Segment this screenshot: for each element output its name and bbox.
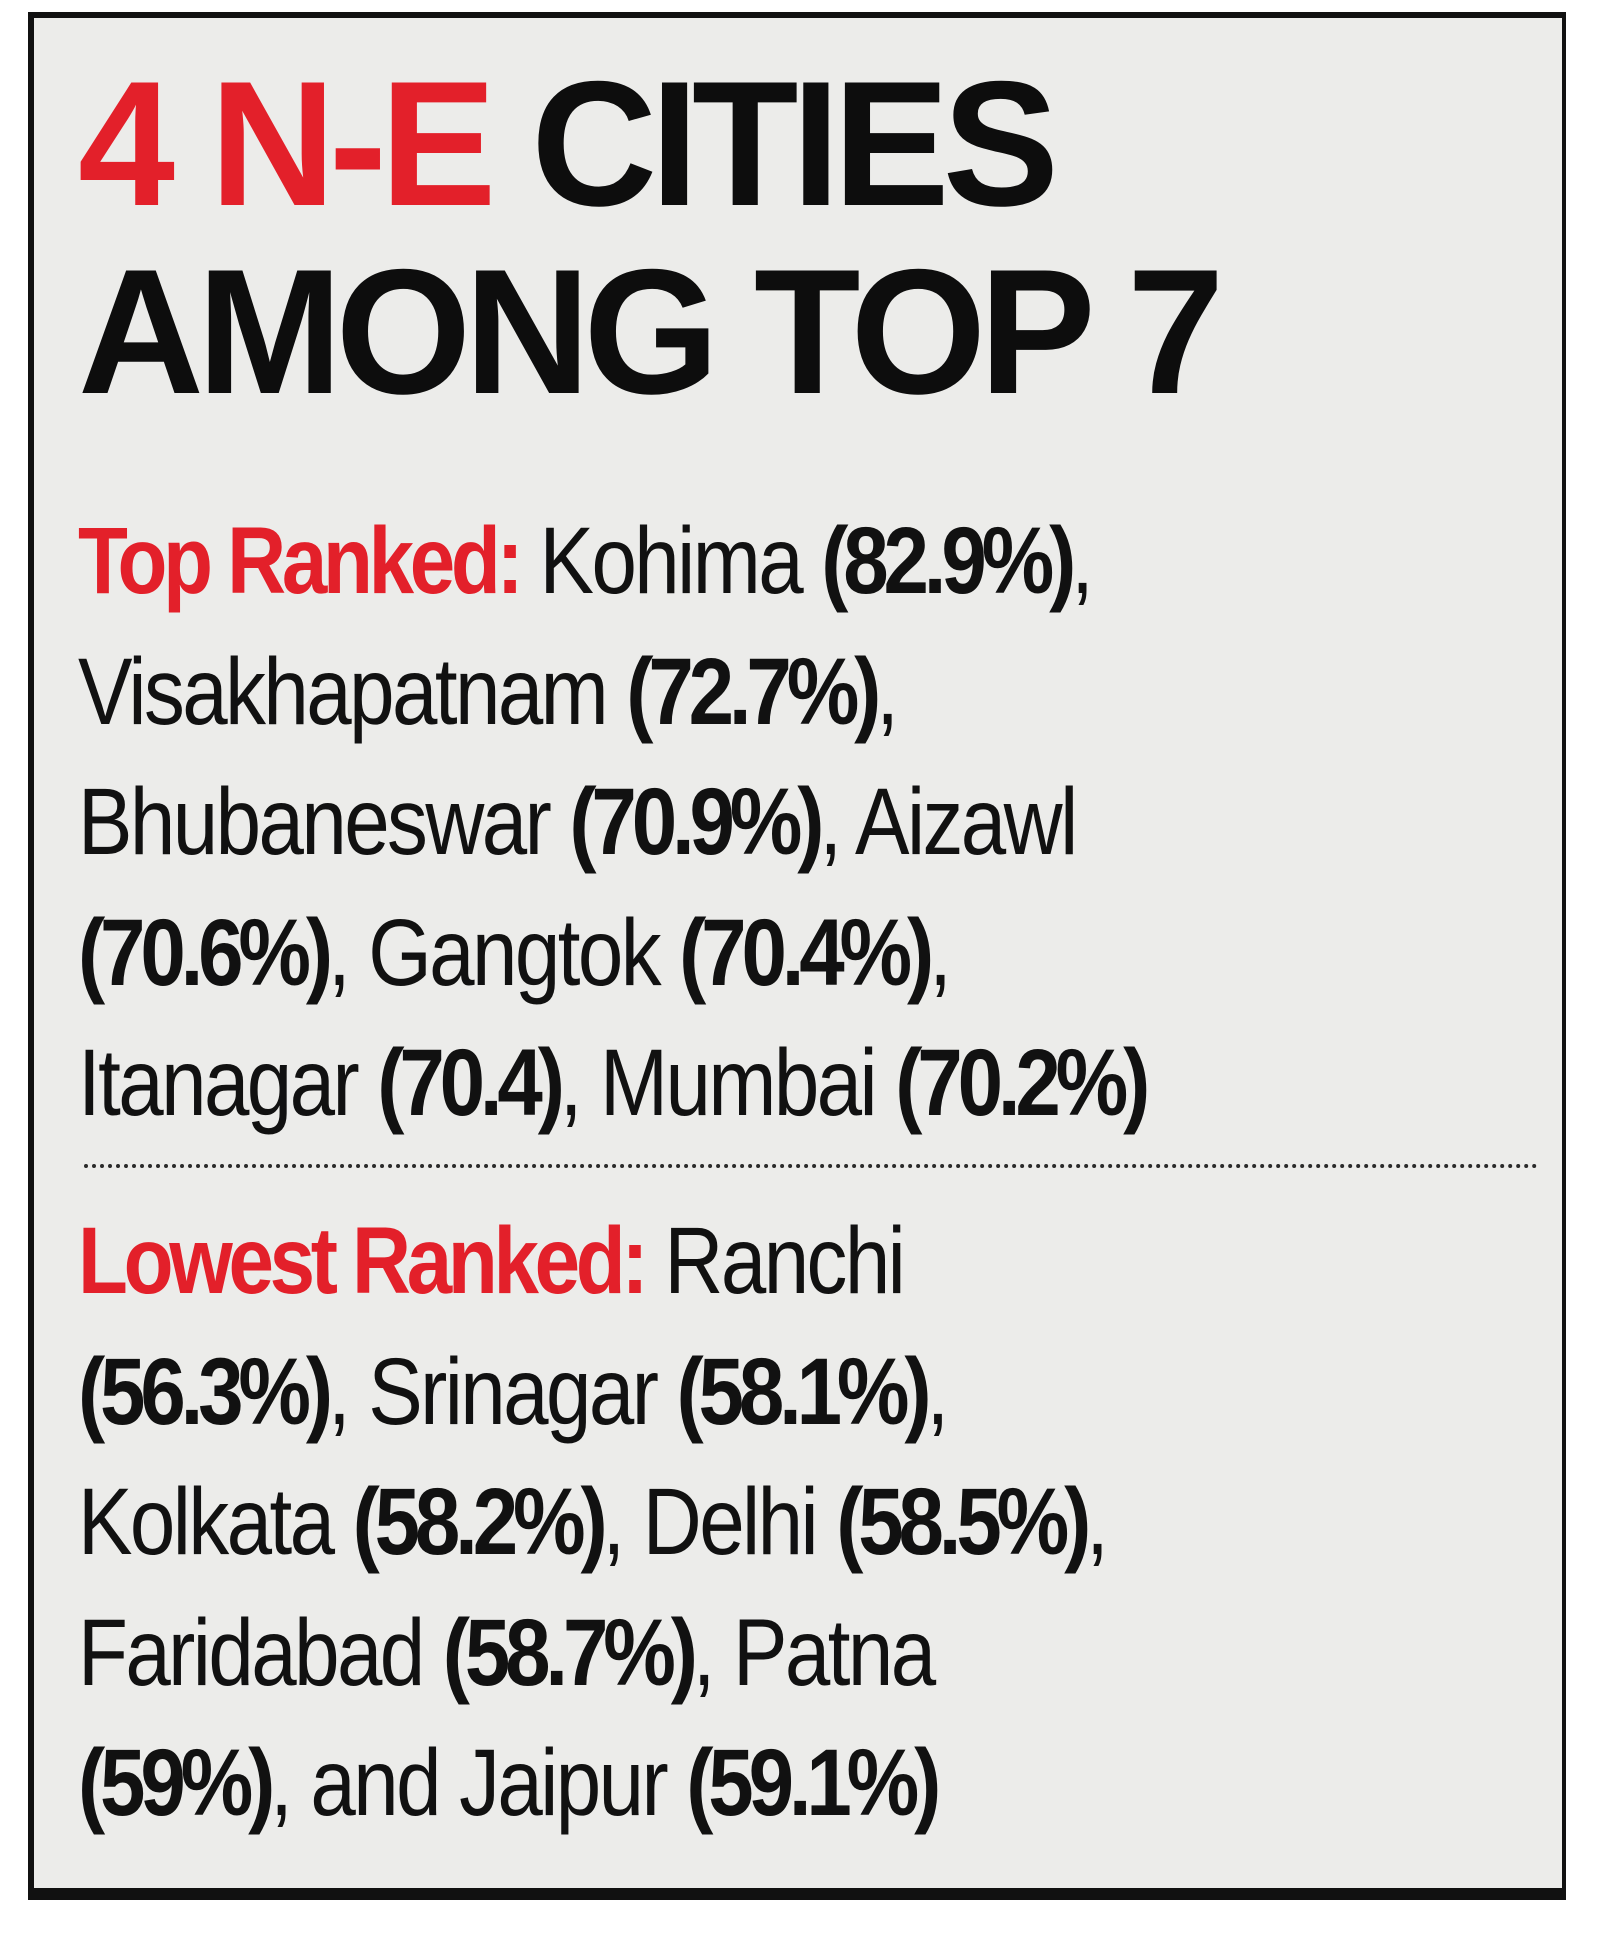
headline-line-1: 4 N-E CITIES xyxy=(78,44,1059,243)
city-name: and Jaipur xyxy=(310,1730,668,1836)
text-line: Bhubaneswar (70.9%), Aizawl xyxy=(78,769,1078,875)
city-score: (58.2%) xyxy=(352,1469,608,1575)
city-score: (70.4%) xyxy=(679,899,934,1006)
text-line: (70.6%), Gangtok (70.4%), xyxy=(78,899,952,1006)
city-score: (58.7%) xyxy=(442,1599,698,1706)
city-score: (70.2%) xyxy=(895,1030,1150,1136)
city-score: (70.9%) xyxy=(569,769,824,875)
headline: 4 N-E CITIES AMONG TOP 7 xyxy=(78,50,1224,426)
text-line: Top Ranked: Kohima (82.9%), xyxy=(78,508,1094,614)
city-score: (58.5%) xyxy=(836,1469,1091,1575)
headline-line-1-rest: CITIES xyxy=(489,44,1059,243)
lowest-ranked-label: Lowest Ranked: xyxy=(78,1208,649,1314)
city-score: (59.1%) xyxy=(686,1730,941,1836)
city-name: Kolkata xyxy=(78,1469,335,1575)
city-name: Faridabad xyxy=(78,1599,425,1706)
city-name: Aizawl xyxy=(855,769,1078,875)
text-line: Lowest Ranked: Ranchi xyxy=(78,1196,1334,1327)
city-name: Gangtok xyxy=(368,899,661,1006)
city-score: (70.4) xyxy=(377,1030,565,1136)
city-score: (82.9%) xyxy=(821,508,1076,614)
headline-highlight: 4 N-E xyxy=(78,44,496,243)
text-line: (56.3%), Srinagar (58.1%), xyxy=(78,1338,949,1445)
city-score: (72.7%) xyxy=(626,638,881,745)
text-line: Faridabad (58.7%), Patna xyxy=(78,1599,936,1706)
city-name: Visakhapatnam xyxy=(78,638,609,745)
lowest-ranked-section: Lowest Ranked: Ranchi (56.3%), Srinagar … xyxy=(78,1196,1538,1849)
city-score: (58.1%) xyxy=(676,1338,932,1445)
text-line: Itanagar (70.4), Mumbai (70.2%) xyxy=(78,1030,1150,1136)
headline-line-2: AMONG TOP 7 xyxy=(78,232,1224,431)
dotted-divider xyxy=(84,1164,1538,1168)
text-line: Kolkata (58.2%), Delhi (58.5%), xyxy=(78,1469,1109,1575)
city-name: Srinagar xyxy=(368,1338,659,1445)
city-name: Kohima xyxy=(539,508,804,614)
text-line: Visakhapatnam (72.7%), xyxy=(78,638,899,745)
infographic-panel xyxy=(28,12,1566,1900)
city-score: (70.6%) xyxy=(78,899,333,1006)
city-name: Delhi xyxy=(642,1469,819,1575)
text-line: (59%), and Jaipur (59.1%) xyxy=(78,1730,941,1836)
top-ranked-label: Top Ranked: xyxy=(78,508,524,614)
city-name: Mumbai xyxy=(600,1030,878,1136)
city-name: Itanagar xyxy=(78,1030,360,1136)
city-name: Ranchi xyxy=(664,1208,905,1314)
top-ranked-section: Top Ranked: Kohima (82.9%), Visakhapatna… xyxy=(78,496,1538,1149)
city-name: Patna xyxy=(732,1599,936,1706)
city-score: (59%) xyxy=(78,1730,275,1836)
city-score: (56.3%) xyxy=(78,1338,333,1445)
city-name: Bhubaneswar xyxy=(78,769,552,875)
